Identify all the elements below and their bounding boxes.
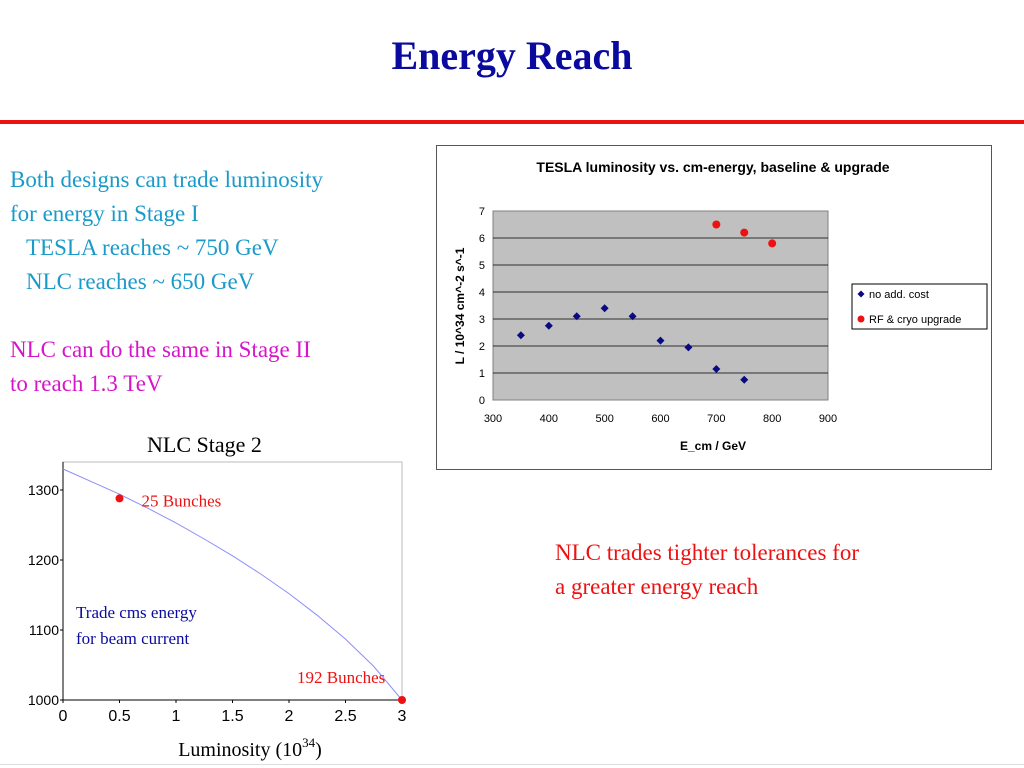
nlc-x-tick-label: 2.5 bbox=[334, 708, 356, 725]
nlc-x-axis-label: Luminosity (1034) bbox=[178, 735, 322, 761]
tesla-points bbox=[516, 220, 777, 384]
tesla-chart: TESLA luminosity vs. cm-energy, baseline… bbox=[453, 159, 988, 453]
nlc-point-label: 25 Bunches bbox=[142, 491, 222, 510]
title-rule bbox=[0, 120, 1024, 124]
bullet-line-2: for energy in Stage I bbox=[10, 201, 199, 226]
nlc-annotation-line-2: for beam current bbox=[76, 629, 190, 648]
nlc-curve bbox=[62, 468, 403, 701]
tesla-y-tick-label: 0 bbox=[479, 395, 485, 407]
tesla-point-rf-cryo-upgrade bbox=[712, 220, 721, 229]
tesla-point-no-add-cost bbox=[684, 343, 693, 352]
nlc-point bbox=[398, 696, 406, 704]
tesla-y-tick-label: 4 bbox=[479, 287, 485, 299]
tesla-point-no-add-cost bbox=[656, 336, 665, 345]
tesla-point-rf-cryo-upgrade bbox=[740, 228, 749, 237]
tesla-point-no-add-cost bbox=[740, 375, 749, 384]
nlc-annotation-line-1: Trade cms energy bbox=[76, 603, 197, 622]
bottom-rule bbox=[0, 764, 1024, 765]
nlc-x-tick-label: 3 bbox=[398, 708, 407, 725]
tesla-legend: no add. cost RF & cryo upgrade bbox=[851, 283, 988, 330]
nlc-x-label-main: Luminosity (10 bbox=[178, 739, 302, 761]
nlc-plot-frame bbox=[62, 461, 403, 701]
nlc-x-tick-label: 1 bbox=[172, 708, 181, 725]
tesla-y-tick-label: 7 bbox=[479, 206, 485, 218]
tesla-x-tick-label: 800 bbox=[763, 413, 781, 425]
nlc-x-tick-label: 0 bbox=[59, 708, 68, 725]
nlc-x-tick-label: 1.5 bbox=[221, 708, 243, 725]
tesla-x-axis-label: E_cm / GeV bbox=[680, 439, 746, 453]
tesla-y-tick-label: 5 bbox=[479, 260, 485, 272]
nlc-point-label: 192 Bunches bbox=[297, 668, 385, 687]
nlc-x-ticks: 0 0.5 1 1.5 2 2.5 3 bbox=[59, 700, 407, 725]
tesla-point-rf-cryo-upgrade bbox=[768, 239, 777, 248]
nlc-y-tick-label: 1100 bbox=[29, 622, 59, 638]
tesla-point-no-add-cost bbox=[628, 312, 637, 321]
nlc-point bbox=[115, 494, 124, 503]
bullet-gap bbox=[10, 299, 323, 333]
nlc-x-label-sup: 34 bbox=[302, 735, 316, 750]
nlc-chart-heading: NLC Stage 2 bbox=[147, 432, 262, 457]
nlc-y-tick-label: 1000 bbox=[28, 692, 59, 708]
nlc-x-label-close: ) bbox=[315, 739, 322, 761]
tesla-chart-frame: TESLA luminosity vs. cm-energy, baseline… bbox=[436, 145, 992, 470]
tesla-point-no-add-cost bbox=[712, 364, 721, 373]
tesla-x-tick-label: 400 bbox=[540, 413, 558, 425]
tesla-x-tick-label: 900 bbox=[819, 413, 837, 425]
tesla-y-tick-label: 3 bbox=[479, 314, 485, 326]
bullet-text: Both designs can trade luminosity for en… bbox=[10, 163, 323, 401]
tesla-x-tick-label: 700 bbox=[707, 413, 725, 425]
tesla-legend-item-1: RF & cryo upgrade bbox=[869, 314, 961, 326]
tesla-y-ticks: 0 1 2 3 4 5 6 7 bbox=[479, 206, 485, 407]
tesla-legend-item-0: no add. cost bbox=[869, 289, 929, 301]
bullet-line-4: NLC reaches ~ 650 GeV bbox=[26, 269, 255, 294]
tesla-chart-title: TESLA luminosity vs. cm-energy, baseline… bbox=[536, 159, 889, 175]
tesla-y-tick-label: 1 bbox=[479, 368, 485, 380]
note-line-1: NLC trades tighter tolerances for bbox=[555, 540, 859, 565]
tesla-legend-box bbox=[851, 283, 988, 330]
tesla-point-no-add-cost bbox=[544, 321, 553, 330]
tesla-x-tick-label: 500 bbox=[595, 413, 613, 425]
nlc-y-ticks: 1000 1100 1200 1300 bbox=[28, 482, 63, 708]
slide-title: Energy Reach bbox=[391, 33, 633, 78]
legend-circle-marker bbox=[857, 315, 865, 323]
nlc-x-tick-label: 2 bbox=[285, 708, 294, 725]
nlc-y-tick-label: 1200 bbox=[28, 552, 59, 568]
nlc-y-tick-label: 1300 bbox=[28, 482, 59, 498]
tesla-point-no-add-cost bbox=[572, 312, 581, 321]
bullet-line-3: TESLA reaches ~ 750 GeV bbox=[26, 235, 279, 260]
bullet-line-6: to reach 1.3 TeV bbox=[10, 371, 163, 396]
bullet-line-1: Both designs can trade luminosity bbox=[10, 167, 324, 192]
tesla-point-no-add-cost bbox=[600, 304, 609, 313]
nlc-x-tick-label: 0.5 bbox=[108, 708, 130, 725]
bullet-line-5: NLC can do the same in Stage II bbox=[10, 337, 311, 362]
legend-diamond-marker bbox=[857, 290, 865, 298]
tesla-y-tick-label: 2 bbox=[479, 341, 485, 353]
tesla-x-tick-label: 300 bbox=[484, 413, 502, 425]
nlc-points: 25 Bunches 192 Bunches bbox=[115, 491, 406, 704]
tesla-x-tick-label: 600 bbox=[651, 413, 669, 425]
tesla-plot-area bbox=[492, 210, 829, 401]
note-line-2: a greater energy reach bbox=[555, 574, 759, 599]
tesla-y-tick-label: 6 bbox=[479, 233, 485, 245]
tesla-x-ticks: 300 400 500 600 700 800 900 bbox=[484, 413, 837, 425]
tesla-y-axis-label: L / 10^34 cm^-2 s^-1 bbox=[453, 247, 467, 364]
tesla-point-no-add-cost bbox=[516, 331, 525, 340]
note-text: NLC trades tighter tolerances for a grea… bbox=[555, 536, 859, 604]
tesla-gridlines bbox=[493, 237, 828, 374]
